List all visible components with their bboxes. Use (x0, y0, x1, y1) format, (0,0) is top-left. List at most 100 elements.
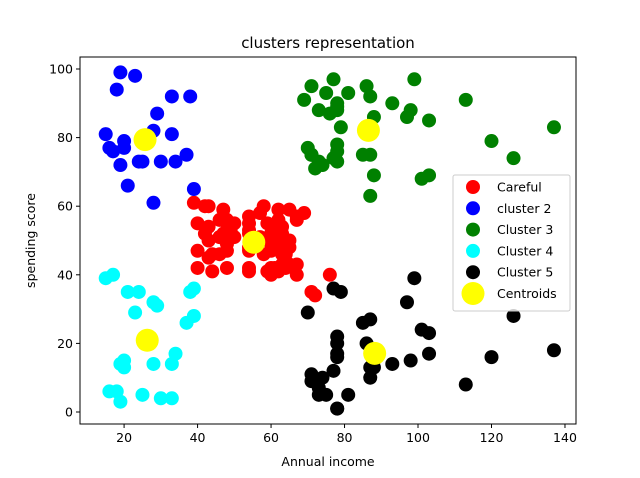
data-point-series-0 (256, 199, 271, 214)
data-point-series-1 (186, 182, 201, 197)
data-point-series-3 (186, 281, 201, 296)
data-point-series-2 (363, 147, 378, 162)
legend-marker (461, 282, 485, 305)
data-point-series-1 (113, 65, 128, 80)
centroid-point (135, 328, 159, 352)
data-point-series-4 (484, 350, 499, 365)
data-point-series-0 (275, 219, 290, 234)
data-point-series-3 (106, 267, 121, 282)
legend-marker (466, 265, 480, 280)
data-point-series-1 (168, 154, 183, 169)
data-point-series-2 (363, 188, 378, 203)
data-point-series-4 (326, 363, 341, 378)
centroid-point (242, 230, 266, 254)
legend-entry: cluster 2 (497, 201, 551, 216)
data-point-series-3 (150, 298, 165, 313)
data-point-series-4 (333, 284, 348, 299)
data-point-series-0 (190, 260, 205, 275)
data-point-series-2 (297, 92, 312, 107)
y-axis-label: spending score (23, 193, 38, 288)
data-point-series-2 (304, 79, 319, 94)
data-point-series-4 (546, 343, 561, 358)
data-point-series-4 (422, 346, 437, 361)
data-point-series-4 (506, 308, 521, 323)
data-point-series-1 (128, 68, 143, 83)
plot-frame (79, 56, 577, 425)
data-point-series-2 (333, 120, 348, 135)
y-tick-label: 40 (57, 267, 73, 282)
y-tick-label: 20 (57, 336, 73, 351)
legend-marker (466, 243, 480, 258)
data-point-series-1 (109, 82, 124, 97)
centroid-point (356, 118, 380, 142)
data-point-series-2 (363, 89, 378, 104)
data-point-series-0 (271, 202, 286, 217)
legend-entry: Cluster 4 (497, 243, 553, 258)
data-point-series-2 (315, 158, 330, 173)
data-point-series-3 (164, 391, 179, 406)
data-point-series-2 (403, 103, 418, 118)
data-point-series-0 (322, 267, 337, 282)
data-point-series-4 (403, 353, 418, 368)
data-point-series-4 (458, 377, 473, 392)
legend-entry: Cluster 3 (497, 222, 553, 237)
data-point-series-2 (341, 86, 356, 101)
data-point-series-1 (120, 178, 135, 193)
data-point-series-0 (282, 233, 297, 248)
x-tick-label: 60 (263, 430, 279, 445)
data-point-series-3 (168, 346, 183, 361)
data-point-series-2 (311, 103, 326, 118)
legend-entry: Careful (497, 180, 542, 195)
data-point-series-2 (458, 92, 473, 107)
y-tick-label: 100 (49, 62, 73, 77)
data-point-series-1 (164, 127, 179, 142)
data-point-series-0 (227, 216, 242, 231)
data-point-series-4 (385, 356, 400, 371)
legend-entry: Cluster 5 (497, 265, 553, 280)
ticks-layer: 20 40 60 80 100 120 140 0 20 40 60 80 100 (49, 62, 577, 445)
legend-entry: Centroids (497, 286, 557, 301)
data-point-series-1 (135, 154, 150, 169)
data-point-series-2 (330, 99, 345, 114)
data-point-series-2 (422, 113, 437, 128)
data-point-series-0 (297, 206, 312, 221)
data-point-series-3 (131, 284, 146, 299)
centroid-point (363, 341, 387, 365)
data-point-series-0 (227, 230, 242, 245)
data-point-series-1 (164, 89, 179, 104)
data-point-series-2 (546, 120, 561, 135)
data-point-series-2 (484, 134, 499, 149)
data-point-series-2 (319, 86, 334, 101)
data-point-series-4 (330, 350, 345, 365)
data-point-series-0 (205, 264, 220, 279)
x-tick-label: 100 (406, 430, 430, 445)
data-point-series-1 (183, 89, 198, 104)
legend-marker (466, 180, 480, 194)
data-point-series-4 (330, 336, 345, 351)
x-tick-label: 40 (190, 430, 206, 445)
data-point-series-0 (289, 257, 304, 272)
data-point-series-1 (153, 154, 168, 169)
y-tick-label: 80 (57, 130, 73, 145)
data-point-series-3 (117, 360, 132, 375)
data-point-series-4 (315, 370, 330, 385)
data-point-series-0 (190, 243, 205, 258)
data-point-series-0 (186, 195, 201, 210)
data-point-series-0 (190, 216, 205, 231)
data-point-series-2 (330, 137, 345, 152)
y-tick-label: 60 (57, 199, 73, 214)
data-point-series-3 (153, 391, 168, 406)
data-point-series-1 (117, 134, 132, 149)
data-point-series-0 (308, 288, 323, 303)
legend-marker (466, 201, 480, 216)
y-tick-label: 0 (65, 404, 73, 419)
chart-title: clusters representation (241, 34, 415, 52)
data-point-series-4 (407, 271, 422, 286)
data-point-series-3 (146, 356, 161, 371)
data-point-series-0 (201, 233, 216, 248)
data-point-series-2 (422, 168, 437, 183)
x-axis-label: Annual income (281, 454, 375, 469)
x-tick-label: 120 (480, 430, 504, 445)
data-point-series-3 (120, 284, 135, 299)
data-point-series-4 (341, 387, 356, 402)
